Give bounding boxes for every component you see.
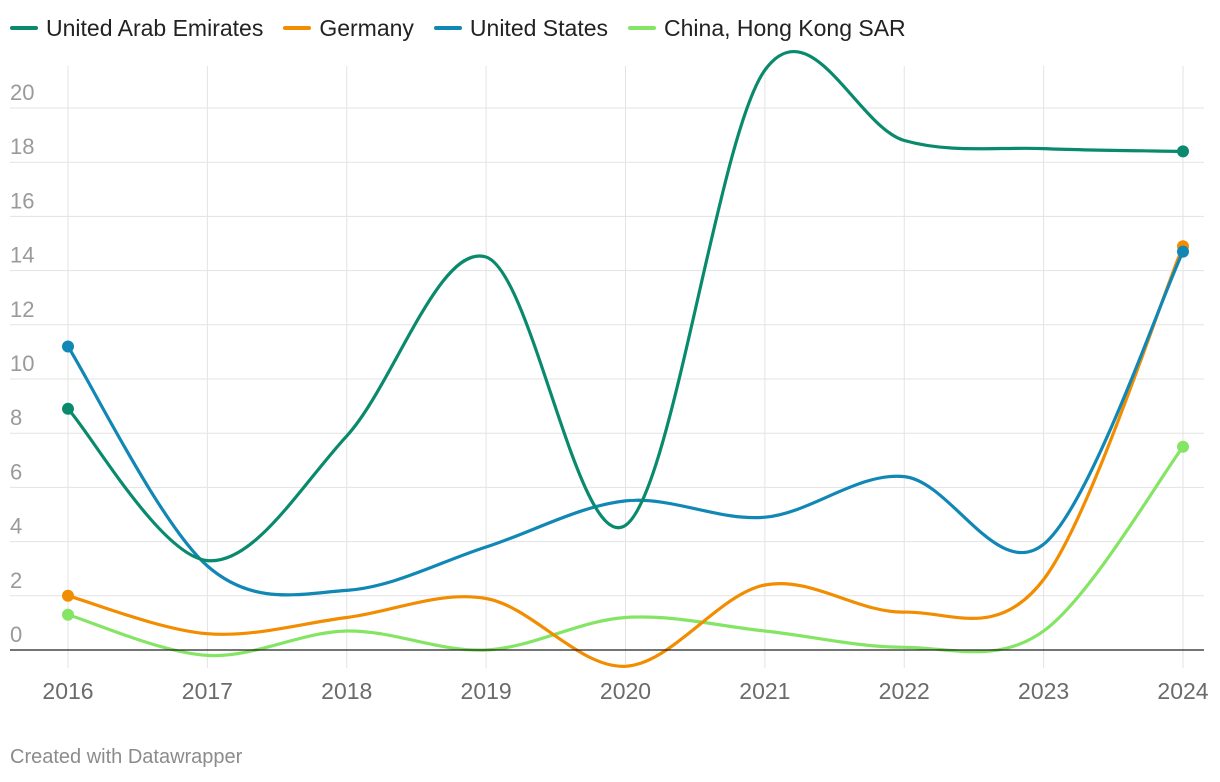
legend-item-germany: Germany [283, 15, 414, 42]
x-tick-label: 2022 [879, 678, 930, 704]
x-tick-label: 2020 [600, 678, 651, 704]
series-line-united-states [66, 250, 1185, 597]
y-tick-label: 4 [10, 514, 22, 539]
y-tick-label: 0 [10, 622, 22, 647]
y-tick-label: 18 [10, 134, 34, 159]
y-tick-label: 6 [10, 459, 22, 484]
legend-label: China, Hong Kong SAR [664, 14, 906, 41]
y-tick-label: 2 [10, 568, 22, 593]
credit-footer: Created with Datawrapper [10, 746, 243, 768]
series-line-united-arab-emirates [66, 50, 1185, 563]
x-tick-label: 2019 [461, 678, 512, 704]
series-line-china-hong-kong-sar [66, 445, 1185, 658]
series-line-germany [66, 244, 1185, 668]
x-tick-label: 2017 [182, 678, 233, 704]
y-tick-label: 8 [10, 405, 22, 430]
legend-label: Germany [319, 14, 414, 41]
y-tick-label: 10 [10, 351, 34, 376]
legend-swatch [628, 26, 657, 30]
series-start-point [62, 608, 74, 621]
x-tick-label: 2018 [321, 678, 372, 704]
legend: United Arab Emirates Germany United States… [10, 12, 926, 44]
legend-item-united-states: United States [433, 14, 609, 42]
legend-swatch [10, 26, 38, 30]
legend-label: United Arab Emirates [46, 14, 264, 41]
y-tick-label: 12 [10, 297, 34, 322]
x-tick-label: 2016 [42, 678, 93, 704]
series-start-point [62, 340, 74, 353]
x-tick-label: 2021 [739, 678, 790, 704]
y-tick-label: 16 [10, 188, 34, 213]
series-start-point [62, 589, 74, 602]
legend-swatch [283, 26, 312, 30]
legend-swatch [433, 26, 462, 30]
series-start-point [62, 402, 74, 415]
x-tick-label: 2024 [1157, 678, 1208, 704]
y-tick-label: 20 [10, 80, 34, 105]
legend-item-united-arab-emirates: United Arab Emirates [10, 15, 263, 42]
legend-label: United States [469, 14, 609, 41]
legend-item-china-hong-kong-sar: China, Hong Kong SAR [628, 15, 906, 42]
x-tick-label: 2023 [1018, 678, 1069, 704]
series-end-point [1177, 145, 1189, 158]
y-tick-label: 14 [10, 243, 34, 268]
series-end-point [1177, 440, 1189, 453]
series-end-point [1177, 245, 1189, 258]
